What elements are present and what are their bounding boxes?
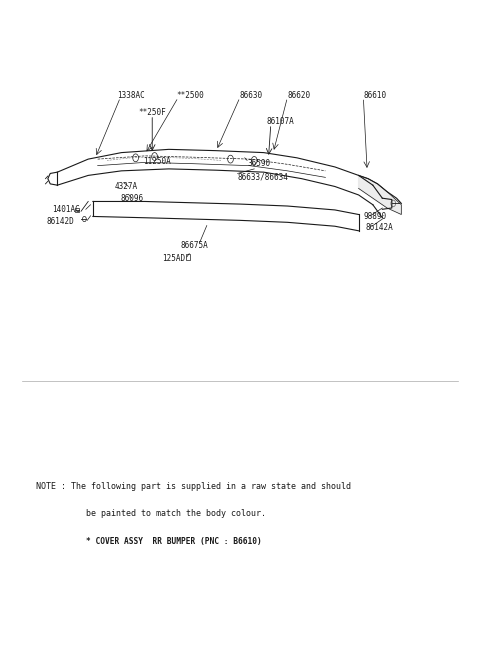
Text: 86610: 86610 [363,91,386,100]
Text: 86107A: 86107A [266,117,294,126]
Text: * COVER ASSY  RR BUMPER (PNC : B6610): * COVER ASSY RR BUMPER (PNC : B6610) [86,537,262,546]
Text: 1338AC: 1338AC [117,91,144,100]
Bar [75,208,79,212]
Text: be painted to match the body colour.: be painted to match the body colour. [86,509,266,518]
Text: 98890: 98890 [363,212,386,221]
Text: 86630: 86630 [240,91,263,100]
Text: NOTE : The following part is supplied in a raw state and should: NOTE : The following part is supplied in… [36,482,351,491]
Bar [186,254,190,260]
Text: 86096: 86096 [120,194,144,203]
Text: 86142A: 86142A [366,223,394,232]
Text: **250F: **250F [138,108,166,117]
Text: **2500: **2500 [176,91,204,100]
Text: 86620: 86620 [288,91,311,100]
Text: 125AD: 125AD [162,254,185,263]
Text: 11250A: 11250A [143,156,170,166]
Text: 36590: 36590 [247,159,270,168]
Polygon shape [359,175,401,214]
Text: 86633/86634: 86633/86634 [238,173,288,182]
Text: 1401AC: 1401AC [53,205,80,214]
Text: 4327A: 4327A [114,182,137,191]
Text: 86675A: 86675A [180,240,208,250]
Text: 86142D: 86142D [47,217,75,225]
